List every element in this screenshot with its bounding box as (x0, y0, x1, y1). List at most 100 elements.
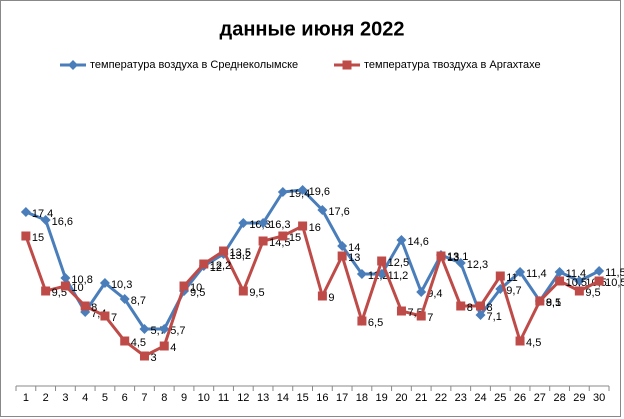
marker (574, 286, 584, 296)
data-label: 15 (289, 232, 301, 244)
marker (495, 271, 505, 281)
x-tick-label: 11 (218, 392, 229, 404)
marker (238, 218, 249, 228)
marker (554, 267, 565, 277)
data-label: 11,4 (566, 268, 587, 280)
marker (535, 296, 545, 306)
data-label: 16,6 (52, 216, 73, 228)
x-tick-label: 8 (161, 392, 167, 404)
marker (258, 218, 269, 228)
marker (41, 286, 51, 296)
x-tick-label: 27 (534, 392, 546, 404)
marker (139, 324, 150, 334)
x-tick-label: 4 (82, 392, 88, 404)
data-label: 8 (467, 302, 473, 314)
marker (594, 276, 604, 286)
x-tick-label: 24 (474, 392, 486, 404)
marker (356, 269, 367, 279)
x-tick-label: 20 (395, 392, 407, 404)
marker (238, 286, 248, 296)
data-label: 8 (91, 302, 97, 314)
data-label: 12,5 (388, 257, 409, 269)
x-tick-label: 13 (257, 392, 269, 404)
data-label: 13 (447, 252, 459, 264)
data-label: 8 (487, 302, 493, 314)
marker (594, 266, 605, 276)
marker (456, 301, 466, 311)
x-tick-label: 2 (43, 392, 49, 404)
data-label: 10 (71, 282, 83, 294)
marker (342, 60, 352, 70)
marker (159, 341, 169, 351)
x-tick-label: 3 (62, 392, 68, 404)
marker (396, 235, 407, 245)
x-tick-label: 16 (316, 392, 328, 404)
x-tick-label: 19 (376, 392, 388, 404)
data-label: 12 (210, 262, 222, 274)
marker (476, 301, 486, 311)
data-label: 11,5 (605, 267, 624, 279)
marker (277, 187, 288, 197)
data-label: 11,2 (388, 270, 409, 282)
marker (555, 276, 565, 286)
data-label: 7,1 (487, 311, 502, 323)
marker (475, 310, 486, 320)
data-label: 10,3 (111, 279, 132, 291)
legend-label: температура воздуха в Среднеколымске (90, 59, 298, 71)
x-tick-label: 18 (356, 392, 368, 404)
marker (68, 60, 78, 70)
data-label: 13,1 (447, 251, 468, 263)
data-label: 13,5 (230, 247, 251, 259)
data-label: 10,5 (566, 277, 587, 289)
data-label: 3 (150, 352, 156, 364)
data-label: 9,5 (585, 287, 600, 299)
data-label: 8,5 (546, 297, 561, 309)
data-label: 15 (32, 232, 44, 244)
x-tick-label: 30 (593, 392, 605, 404)
marker (337, 251, 347, 261)
data-label: 16 (309, 222, 321, 234)
data-label: 11,4 (526, 268, 547, 280)
x-tick-label: 9 (181, 392, 187, 404)
marker (219, 246, 229, 256)
x-tick-label: 17 (336, 392, 348, 404)
x-tick-label: 29 (573, 392, 585, 404)
x-tick-label: 10 (198, 392, 210, 404)
chart-title: данные июня 2022 (220, 18, 405, 40)
data-label: 9,1 (546, 297, 561, 309)
data-label: 14 (348, 242, 360, 254)
marker (416, 287, 427, 297)
legend-label: температура твоздуха в Аргахтахе (364, 59, 541, 71)
marker (455, 258, 466, 268)
x-tick-label: 6 (122, 392, 128, 404)
x-tick-label: 26 (514, 392, 526, 404)
data-label: 14,6 (407, 236, 428, 248)
data-label: 6,5 (368, 317, 383, 329)
x-tick-label: 7 (141, 392, 147, 404)
x-tick-label: 22 (435, 392, 447, 404)
x-tick-label: 15 (296, 392, 308, 404)
x-tick-label: 1 (23, 392, 29, 404)
marker (40, 215, 51, 225)
data-label: 4,5 (131, 337, 146, 349)
data-label: 4 (170, 342, 176, 354)
data-label: 7 (111, 312, 117, 324)
data-label: 11 (506, 272, 517, 284)
marker (119, 294, 130, 304)
marker (574, 276, 585, 286)
x-tick-label: 21 (415, 392, 427, 404)
marker (21, 231, 31, 241)
marker (20, 207, 31, 217)
data-label: 9 (328, 292, 334, 304)
x-tick-label: 25 (494, 392, 506, 404)
data-label: 9,5 (190, 287, 205, 299)
x-tick-label: 28 (553, 392, 565, 404)
data-label: 17,6 (328, 206, 349, 218)
marker (377, 256, 387, 266)
marker (278, 231, 288, 241)
data-label: 12,3 (467, 259, 488, 271)
x-tick-label: 23 (455, 392, 467, 404)
data-label: 5,7 (170, 325, 185, 337)
